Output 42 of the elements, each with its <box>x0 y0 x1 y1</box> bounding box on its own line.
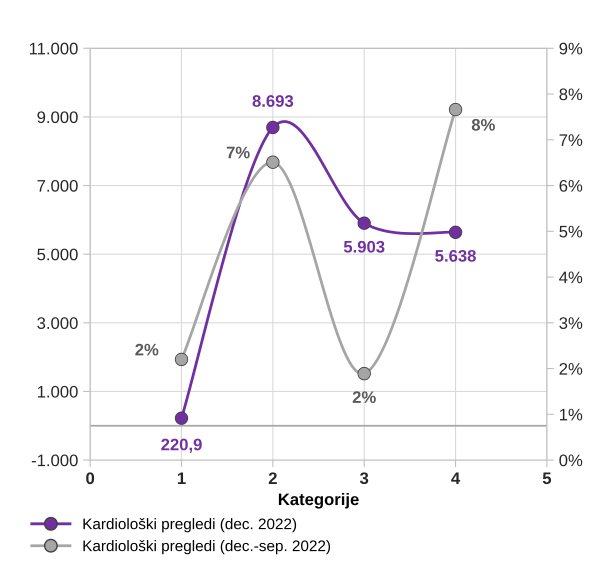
point <box>266 156 280 169</box>
x-tick-label: 4 <box>451 472 460 484</box>
point <box>358 216 371 230</box>
data-label: 2% <box>135 344 158 356</box>
point <box>448 102 462 116</box>
y-tick-label: 11.000 <box>30 42 78 54</box>
y2-tick-label: 5% <box>559 226 582 238</box>
y-tick-label: 3.000 <box>37 317 78 330</box>
y-tick-label: -1.000 <box>32 454 78 466</box>
y2-tick-label: 2% <box>560 362 582 375</box>
y-tick-label: 1.000 <box>38 386 78 398</box>
data-label: 7% <box>226 146 250 158</box>
x-tick-label: 3 <box>360 472 368 484</box>
data-label: 5.903 <box>344 240 384 253</box>
legend-label: Kardiološki pregledi (dec. 2022) <box>83 518 296 532</box>
x-tick-label: 5 <box>542 472 552 484</box>
y2-tick-label: 4% <box>559 272 582 284</box>
y-tick-label: 9.000 <box>37 111 78 124</box>
data-label: 8.693 <box>252 95 294 107</box>
y2-tick-label: 0% <box>559 454 582 466</box>
y2-tick-label: 9% <box>559 42 582 54</box>
x-tick-label: 2 <box>268 472 277 484</box>
x-tick-label: 1 <box>178 472 186 484</box>
legend-label: Kardiološki pregledi (dec.-sep. 2022) <box>83 540 330 554</box>
data-label: 2% <box>352 391 376 404</box>
point <box>448 226 462 239</box>
point <box>358 366 371 380</box>
y2-tick-label: 8% <box>559 88 582 100</box>
point <box>266 120 280 134</box>
data-label: 220,9 <box>161 438 202 453</box>
y2-tick-label: 6% <box>560 180 582 192</box>
x-axis-title: Kategorije <box>278 492 359 509</box>
y2-tick-label: 3% <box>559 317 582 330</box>
data-label: 5.638 <box>435 250 476 262</box>
x-tick-label: 0 <box>86 472 94 484</box>
y-tick-label: 5.000 <box>37 248 78 260</box>
data-label: 8% <box>472 118 495 131</box>
point <box>174 412 188 425</box>
y2-tick-label: 7% <box>560 134 582 146</box>
y-tick-label: 7.000 <box>37 180 78 192</box>
point <box>174 352 188 366</box>
y2-tick-label: 1% <box>560 408 582 420</box>
